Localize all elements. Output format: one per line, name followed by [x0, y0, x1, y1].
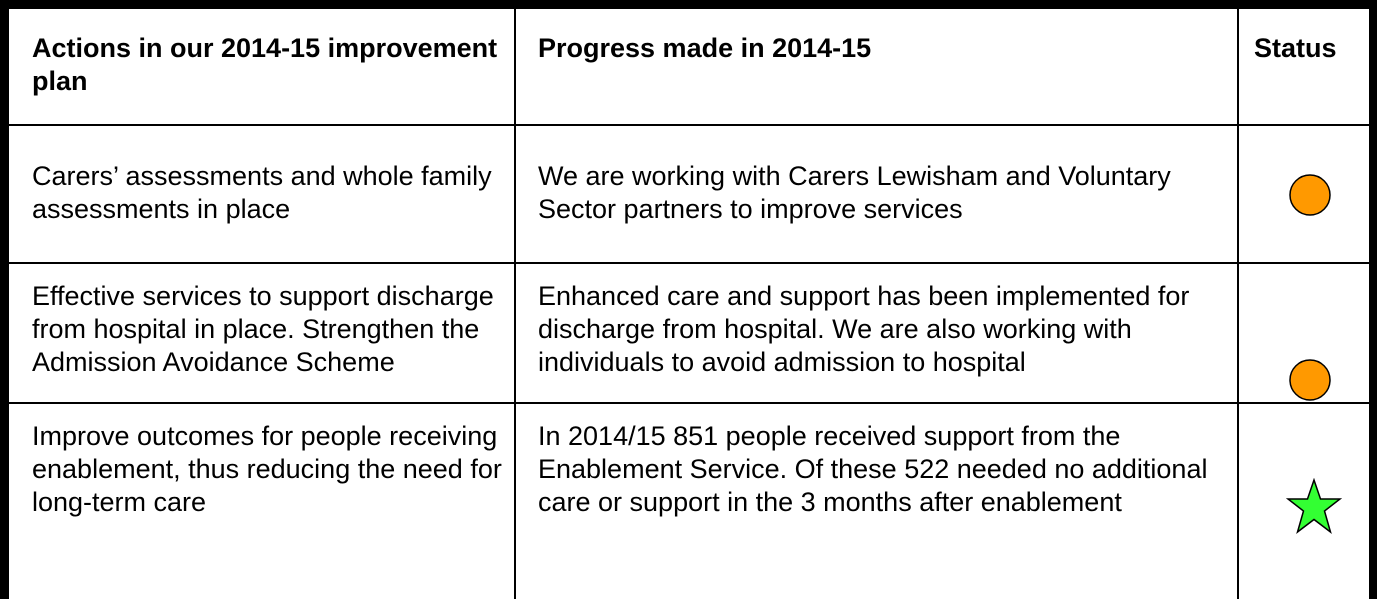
border	[0, 0, 1377, 9]
action-cell: Carers’ assessments and whole family ass…	[32, 161, 492, 224]
progress-cell: Enhanced care and support has been imple…	[538, 281, 1190, 377]
border	[1369, 0, 1377, 599]
status-amber	[1289, 174, 1331, 216]
border	[0, 124, 1377, 126]
header-cell: Actions in our 2014-15 improvement plan	[32, 33, 498, 96]
action-cell: Effective services to support discharge …	[32, 281, 494, 377]
border	[0, 402, 1377, 404]
border	[514, 0, 516, 599]
header-cell: Status	[1254, 33, 1337, 63]
border	[0, 0, 9, 599]
action-cell: Improve outcomes for people receiving en…	[32, 421, 502, 517]
status-amber	[1289, 359, 1331, 401]
header-cell: Progress made in 2014-15	[538, 33, 872, 63]
status-green-star	[1286, 478, 1342, 534]
border	[0, 262, 1377, 264]
progress-cell: In 2014/15 851 people received support f…	[538, 421, 1208, 517]
border	[1237, 0, 1239, 599]
progress-cell: We are working with Carers Lewisham and …	[538, 161, 1171, 224]
